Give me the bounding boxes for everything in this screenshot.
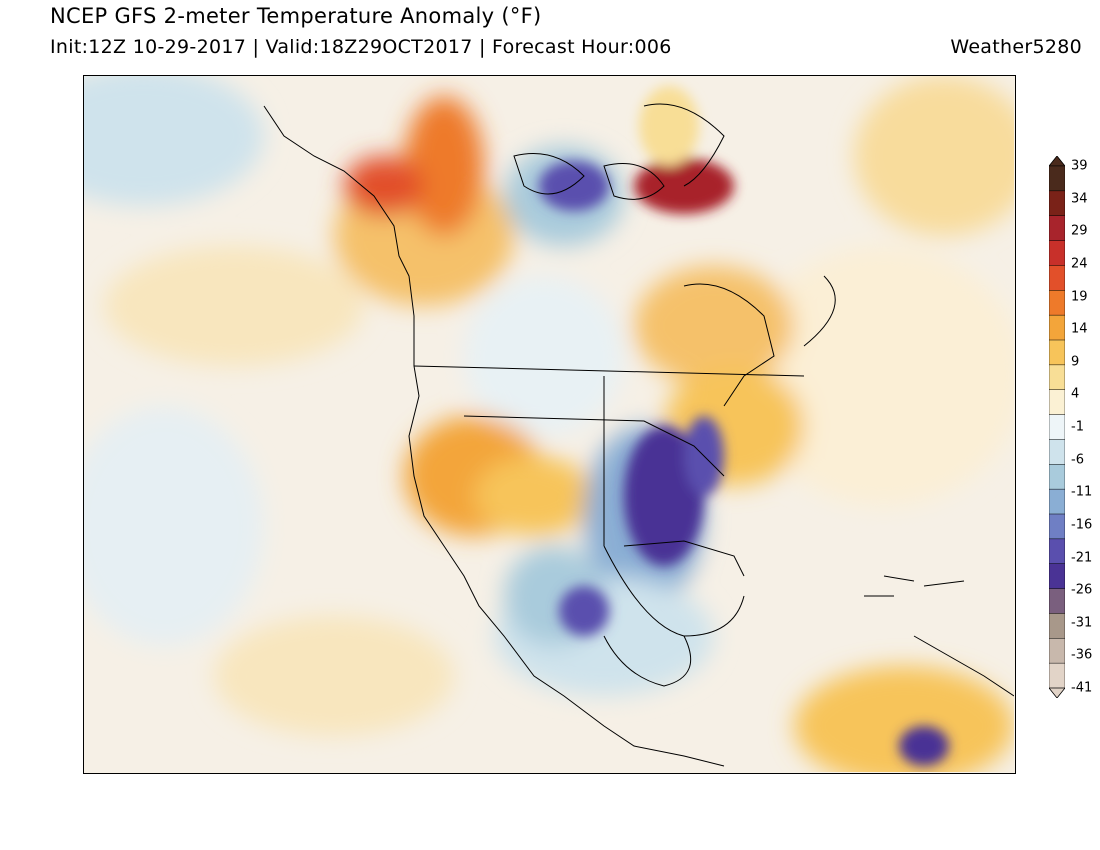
colorbar-swatch <box>1049 290 1065 316</box>
colorbar-swatch <box>1049 190 1065 217</box>
colorbar-swatch <box>1049 488 1065 515</box>
colorbar-swatch <box>1049 563 1065 590</box>
chart-subtitle: Init:12Z 10-29-2017 | Valid:18Z29OCT2017… <box>50 36 672 58</box>
anomaly-map <box>83 75 1016 774</box>
chart-title: NCEP GFS 2-meter Temperature Anomaly (°F… <box>50 4 542 28</box>
colorbar-label: 24 <box>1071 256 1088 272</box>
colorbar-top-arrow <box>1049 156 1065 167</box>
colorbar-label: 14 <box>1071 321 1088 337</box>
colorbar-label: -1 <box>1071 419 1084 435</box>
colorbar-swatch <box>1049 662 1065 689</box>
colorbar-label: -26 <box>1071 582 1093 598</box>
colorbar-swatch <box>1049 638 1065 664</box>
colorbar <box>1049 156 1065 698</box>
colorbar-label: 19 <box>1071 289 1088 304</box>
brand-label: Weather5280 <box>950 36 1082 58</box>
colorbar-swatch <box>1049 538 1065 565</box>
colorbar-swatch <box>1049 389 1065 416</box>
colorbar-swatch <box>1049 364 1065 391</box>
colorbar-bottom-arrow <box>1049 687 1065 698</box>
colorbar-swatch <box>1049 588 1065 615</box>
colorbar-swatch <box>1049 215 1065 242</box>
colorbar-label: -16 <box>1071 517 1093 533</box>
colorbar-swatch <box>1049 439 1065 466</box>
colorbar-label: 29 <box>1071 223 1088 239</box>
colorbar-swatch <box>1049 513 1065 540</box>
colorbar-label: -11 <box>1071 484 1093 500</box>
colorbar-swatch <box>1049 240 1065 267</box>
colorbar-label: 34 <box>1071 191 1088 207</box>
colorbar-label: 39 <box>1071 158 1088 174</box>
colorbar-label: -31 <box>1071 615 1093 631</box>
colorbar-swatch <box>1049 613 1065 640</box>
colorbar-swatch <box>1049 265 1065 292</box>
colorbar-swatch <box>1049 165 1065 192</box>
colorbar-label: -6 <box>1071 452 1084 468</box>
colorbar-label: -36 <box>1071 647 1093 663</box>
colorbar-label: -41 <box>1071 680 1093 696</box>
colorbar-swatch <box>1049 339 1065 366</box>
colorbar-swatch <box>1049 314 1065 341</box>
colorbar-label: -21 <box>1071 550 1093 565</box>
colorbar-swatch <box>1049 464 1065 490</box>
colorbar-label: 4 <box>1071 386 1080 402</box>
colorbar-swatch <box>1049 414 1065 441</box>
colorbar-labels: 39 34 29 24 19 14 9 4 -1 -6 -11 -16 -21 -26 -31 -36 -41 <box>1071 156 1100 698</box>
colorbar-label: 9 <box>1071 354 1080 370</box>
